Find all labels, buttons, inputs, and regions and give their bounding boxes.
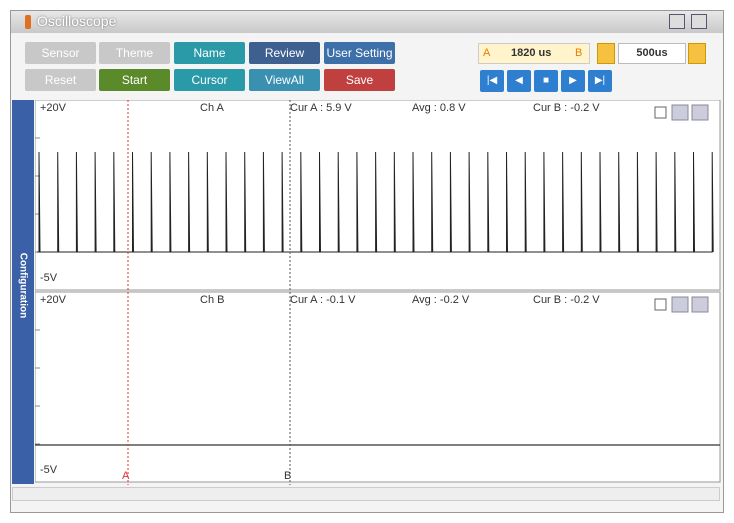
close-button <box>691 104 709 121</box>
toolbar-button[interactable]: Theme <box>99 42 170 64</box>
channel-top: +20V <box>40 102 66 114</box>
cursor-b-marker: B <box>284 470 292 482</box>
channel-checkbox <box>654 106 667 119</box>
toolbar-button[interactable]: Name <box>174 42 245 64</box>
next-button[interactable]: ▶ <box>561 70 585 92</box>
channel-cur-b: Cur B : -0.2 V <box>533 102 600 114</box>
last-button[interactable]: ▶| <box>588 70 612 92</box>
channel-panel <box>35 291 721 483</box>
waveform-a <box>37 151 714 253</box>
channel-bottom: -5V <box>40 272 58 284</box>
prev-button[interactable]: ◀ <box>507 70 531 92</box>
channel-cur-a: Cur A : -0.1 V <box>290 294 356 306</box>
channel-top: +20V <box>40 294 66 306</box>
channel-cur-b: Cur B : -0.2 V <box>533 294 600 306</box>
zoom-button <box>671 296 689 313</box>
channel-avg: Avg : -0.2 V <box>412 294 470 306</box>
toolbar-button[interactable]: Review <box>249 42 320 64</box>
scope <box>35 100 721 485</box>
channel-name: Ch A <box>200 102 224 114</box>
app-icon <box>25 15 31 29</box>
cursor-time: 1820 us <box>511 47 552 59</box>
time-decrease[interactable] <box>597 43 615 64</box>
cursor-b-label: B <box>575 47 583 59</box>
time-div: 500us <box>618 43 686 64</box>
toolbar-button[interactable]: User Setting <box>324 42 395 64</box>
toolbar-button[interactable]: Start <box>99 69 170 91</box>
channel-name: Ch B <box>200 294 225 306</box>
scrollbar[interactable] <box>12 487 720 501</box>
channel-bottom: -5V <box>40 464 58 476</box>
channel-cur-a: Cur A : 5.9 V <box>290 102 352 114</box>
channel-avg: Avg : 0.8 V <box>412 102 466 114</box>
toolbar-button[interactable]: Save <box>324 69 395 91</box>
toolbar-button[interactable]: ViewAll <box>249 69 320 91</box>
cursor-a-label: A <box>483 47 491 59</box>
close-button <box>691 296 709 313</box>
time-increase[interactable] <box>688 43 706 64</box>
sidebar[interactable]: Configuration <box>12 100 34 484</box>
menu-button[interactable] <box>691 14 707 29</box>
restore-button[interactable] <box>669 14 685 29</box>
cursor-time-box: A 1820 us B <box>478 43 590 64</box>
window-title: Oscilloscope <box>37 13 117 29</box>
toolbar-button[interactable]: Sensor <box>25 42 96 64</box>
title-bar: Oscilloscope <box>11 11 723 33</box>
channel-checkbox <box>654 298 667 311</box>
first-button[interactable]: |◀ <box>480 70 504 92</box>
zoom-button <box>671 104 689 121</box>
toolbar-button[interactable]: Cursor <box>174 69 245 91</box>
stop-button[interactable]: ■ <box>534 70 558 92</box>
channel-panel <box>35 100 721 291</box>
toolbar-button[interactable]: Reset <box>25 69 96 91</box>
cursor-a-marker: A <box>122 470 130 482</box>
sidebar-label: Configuration <box>17 252 29 319</box>
